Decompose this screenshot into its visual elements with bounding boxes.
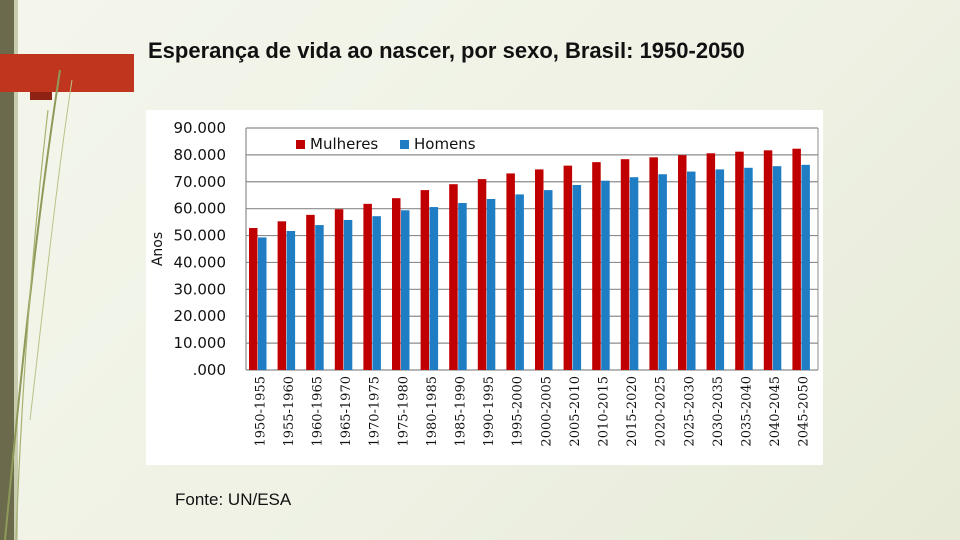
title-accent-tab xyxy=(30,92,52,100)
x-tick-label: 1980-1985 xyxy=(425,376,440,447)
y-tick-label: 20.000 xyxy=(174,307,227,325)
x-tick-label: 1960-1965 xyxy=(311,376,326,447)
bar-homens xyxy=(486,198,496,370)
y-tick-label: 60.000 xyxy=(174,200,227,218)
bar-homens xyxy=(744,167,753,370)
y-tick-label: .000 xyxy=(193,361,226,379)
x-tick-label: 1965-1970 xyxy=(339,376,354,447)
bar-homens xyxy=(315,225,324,370)
bar-mulheres xyxy=(763,150,773,370)
x-tick-label: 2025-2030 xyxy=(682,376,697,447)
x-tick-label: 2045-2050 xyxy=(797,376,812,447)
y-tick-label: 10.000 xyxy=(174,334,227,352)
source-note: Fonte: UN/ESA xyxy=(175,490,292,509)
y-tick-label: 80.000 xyxy=(174,146,227,164)
x-tick-label: 1950-1955 xyxy=(253,376,268,447)
bar-mulheres xyxy=(392,198,401,370)
title-accent-bar xyxy=(0,54,134,92)
x-tick-label: 2015-2020 xyxy=(625,376,640,447)
bar-homens xyxy=(658,174,667,370)
bar-mulheres xyxy=(792,148,801,370)
bar-homens xyxy=(801,164,810,370)
legend-swatch-homens xyxy=(400,140,409,149)
bar-mulheres xyxy=(620,159,630,370)
bar-homens xyxy=(629,177,639,370)
x-tick-label: 2040-2045 xyxy=(768,376,783,447)
legend-label-homens: Homens xyxy=(414,135,476,153)
bar-homens xyxy=(343,219,353,370)
y-tick-label: 40.000 xyxy=(174,253,227,271)
bar-homens xyxy=(372,216,381,370)
legend-label-mulheres: Mulheres xyxy=(310,135,378,153)
bar-homens xyxy=(772,166,782,370)
y-tick-label: 90.000 xyxy=(174,119,227,137)
bar-mulheres xyxy=(506,173,515,370)
bar-mulheres xyxy=(449,184,458,370)
x-tick-label: 2005-2010 xyxy=(568,376,583,447)
bar-homens xyxy=(515,194,524,370)
x-tick-label: 2020-2025 xyxy=(654,376,669,447)
bar-homens xyxy=(458,203,467,370)
chart-area: .000 10.000 20.000 30.000 40.000 50.000 60.000… xyxy=(146,110,823,465)
y-tick-label: 50.000 xyxy=(174,227,227,245)
x-tick-label: 1995-2000 xyxy=(511,376,526,447)
bar-mulheres xyxy=(678,155,687,370)
bar-mulheres xyxy=(649,157,658,370)
legend-swatch-mulheres xyxy=(296,140,305,149)
x-tick-label: 2000-2005 xyxy=(539,376,554,447)
bar-mulheres xyxy=(249,228,258,370)
bar-homens xyxy=(286,230,296,370)
bar-homens xyxy=(258,237,267,370)
x-tick-label: 1955-1960 xyxy=(282,376,297,447)
x-tick-label: 2030-2035 xyxy=(711,376,726,447)
x-tick-label: 1970-1975 xyxy=(368,376,383,447)
x-tick-label: 1985-1990 xyxy=(454,376,469,447)
y-axis-label: Anos xyxy=(150,232,166,266)
y-tick-label: 70.000 xyxy=(174,173,227,191)
bar-homens xyxy=(572,185,582,370)
bar-mulheres xyxy=(477,179,487,370)
bar-homens xyxy=(544,190,553,370)
bar-mulheres xyxy=(535,169,544,370)
x-tick-label: 2010-2015 xyxy=(597,376,612,447)
life-expectancy-chart: .000 10.000 20.000 30.000 40.000 50.000 60.000… xyxy=(150,119,819,447)
x-tick-label: 2035-2040 xyxy=(740,376,755,447)
bar-mulheres xyxy=(334,209,344,370)
bar-mulheres xyxy=(592,162,601,370)
bar-mulheres xyxy=(735,151,744,370)
bar-homens xyxy=(401,210,410,370)
bar-homens xyxy=(429,207,439,370)
y-tick-label: 30.000 xyxy=(174,280,227,298)
x-tick-label: 1975-1980 xyxy=(396,376,411,447)
x-tick-label: 1990-1995 xyxy=(482,376,497,447)
bar-mulheres xyxy=(563,165,573,370)
bar-homens xyxy=(715,169,725,370)
bar-mulheres xyxy=(363,203,372,370)
bar-mulheres xyxy=(277,221,287,370)
bar-mulheres xyxy=(706,153,716,370)
bar-mulheres xyxy=(420,190,430,370)
slide-title: Esperança de vida ao nascer, por sexo, B… xyxy=(148,38,745,63)
bar-homens xyxy=(687,171,696,370)
bar-mulheres xyxy=(306,214,315,370)
bar-homens xyxy=(601,180,610,370)
